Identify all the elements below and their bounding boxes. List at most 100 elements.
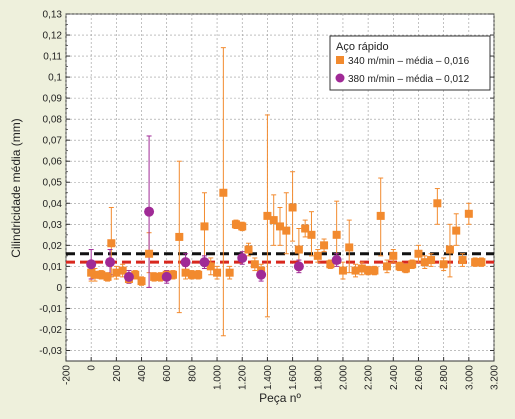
series-340-point (433, 199, 442, 208)
y-tick-label: 0,13 (43, 10, 63, 21)
series-340-point (231, 220, 240, 229)
series-340-point (332, 230, 341, 239)
x-tick-label: 0 (87, 365, 98, 371)
y-tick-label: 0,08 (43, 115, 63, 126)
series-340-point (213, 268, 222, 277)
series-340-point (219, 188, 228, 197)
y-tick-label: 0,03 (43, 220, 63, 231)
series-340-point (320, 241, 329, 250)
x-tick-label: 1.000 (213, 365, 224, 390)
series-340-point (187, 270, 196, 279)
series-340-point (269, 216, 278, 225)
legend-series-2-label: 380 m/min – média – 0,012 (348, 74, 470, 85)
x-tick-label: 400 (137, 365, 148, 382)
series-340-point (294, 245, 303, 254)
series-340-point (250, 260, 259, 269)
x-axis-label: Peça nº (259, 391, 301, 405)
series-340-point (458, 256, 467, 265)
grid-lines (65, 13, 495, 361)
x-tick-label: 1.600 (288, 365, 299, 390)
series-340-point (370, 266, 379, 275)
series-340-point (301, 224, 310, 233)
series-340-point (225, 268, 234, 277)
series-340-point (97, 270, 106, 279)
series-340-point (131, 270, 140, 279)
series-340-point (90, 270, 99, 279)
series-340-point (194, 270, 203, 279)
series-340-point (276, 222, 284, 231)
y-tick-label: 0,04 (43, 199, 63, 210)
x-tick-label: 200 (112, 365, 123, 382)
x-tick-label: 1.200 (238, 365, 249, 390)
series-380-point (144, 206, 155, 217)
series-340-point (181, 268, 190, 277)
series-340-point (137, 277, 146, 286)
series-380-point (86, 259, 97, 270)
series-340-point (282, 226, 291, 235)
y-tick-label: 0,05 (43, 178, 63, 189)
series-380-point (180, 257, 191, 268)
series-340-point (414, 249, 423, 258)
series-340-point (351, 266, 360, 275)
x-tick-label: 2.000 (338, 365, 349, 390)
series-340-point (145, 249, 154, 258)
series-340-point (307, 230, 316, 239)
y-tick-label: 0,02 (43, 241, 63, 252)
series-340-point (345, 243, 354, 252)
series-340-point (401, 264, 410, 273)
series-340-point (107, 239, 116, 248)
series-340-point (439, 260, 448, 269)
series-340-point (112, 268, 121, 277)
series-340-point (326, 260, 335, 269)
series-340-point (175, 232, 184, 241)
series-340-point (464, 209, 473, 218)
y-tick-label: -0,03 (39, 346, 62, 357)
series-340-point (263, 211, 272, 220)
x-tick-label: 3.200 (490, 365, 501, 390)
y-tick-label: 0,01 (43, 262, 63, 273)
series-340-point (357, 264, 366, 273)
series-340-point (471, 258, 480, 267)
data-markers (86, 188, 486, 286)
series-340-point (206, 262, 215, 271)
x-tick-label: 2.600 (414, 365, 425, 390)
series-380-point (331, 255, 342, 266)
y-tick-label: 0,12 (43, 31, 63, 42)
y-tick-label: 0,09 (43, 94, 63, 105)
series-340-point (383, 262, 391, 271)
series-340-point (200, 222, 209, 231)
series-340-point (313, 251, 322, 260)
y-tick-label: 0,06 (43, 157, 63, 168)
series-340-point (376, 211, 385, 220)
legend-circle-marker (335, 73, 345, 83)
series-340-point (452, 226, 461, 235)
series-380-point (237, 252, 248, 263)
x-tick-label: 1.400 (263, 365, 274, 390)
series-340-point (408, 260, 417, 269)
series-380-point (161, 271, 172, 282)
series-340-point (288, 203, 297, 212)
legend-box (329, 35, 491, 91)
x-tick-label: -200 (62, 365, 73, 385)
y-tick-label: 0,07 (43, 136, 63, 147)
y-tick-label: -0,02 (39, 325, 62, 336)
series-340-point (156, 272, 165, 281)
series-340-point (389, 251, 398, 260)
y-tick-label: 0 (56, 283, 62, 294)
series-340-point (427, 256, 436, 265)
x-tick-label: 1.800 (313, 365, 324, 390)
series-340-point (364, 266, 373, 275)
x-tick-label: 3.000 (464, 365, 475, 390)
series-380-point (293, 261, 304, 272)
x-tick-label: 2.200 (364, 365, 375, 390)
legend: Aço rápido 340 m/min – média – 0,016 380… (329, 35, 491, 91)
series-340-point (118, 266, 127, 275)
series-340-point (338, 266, 347, 275)
series-340-point (103, 272, 112, 281)
x-tick-label: 2.800 (439, 365, 450, 390)
y-tick-label: -0,01 (39, 304, 62, 315)
series-340-point (169, 270, 177, 279)
legend-title: Aço rápido (336, 41, 389, 53)
